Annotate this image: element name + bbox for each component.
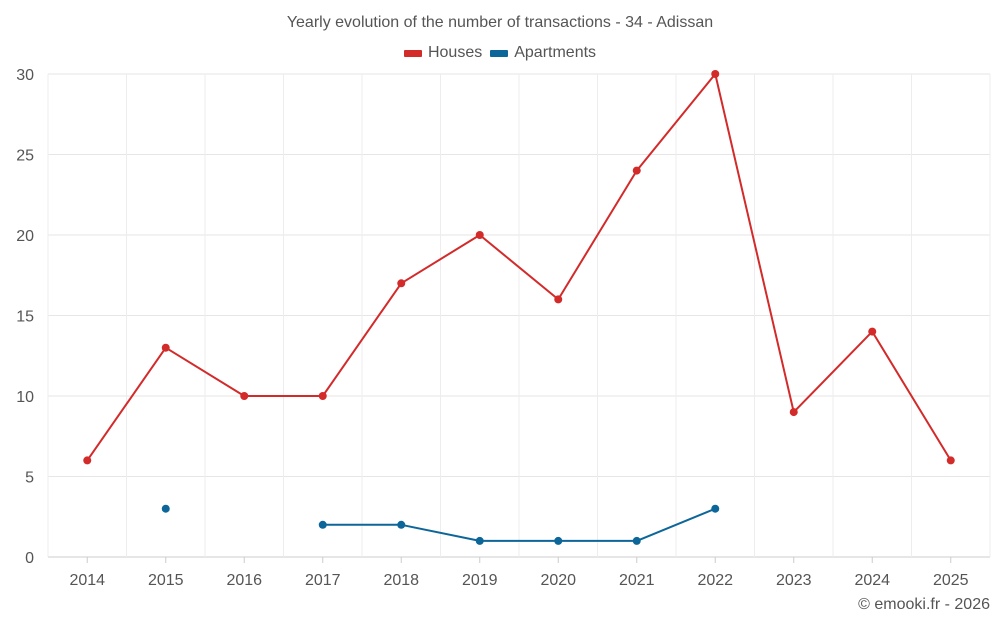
- y-tick-label: 10: [16, 389, 34, 406]
- legend-swatch-houses: [403, 49, 422, 57]
- series-line-apartments: [322, 507, 716, 542]
- x-tick-label: 2015: [148, 572, 184, 589]
- data-point-apartments: [554, 536, 563, 545]
- data-point-apartments: [632, 536, 641, 545]
- x-tick-label: 2017: [305, 572, 341, 589]
- data-point-apartments: [475, 536, 484, 545]
- y-tick-label: 0: [25, 550, 34, 567]
- data-point-apartments: [161, 504, 170, 513]
- data-point-houses: [789, 408, 798, 417]
- data-point-houses: [554, 295, 563, 304]
- x-tick-label: 2018: [383, 572, 419, 589]
- x-tick-label: 2021: [619, 572, 655, 589]
- legend-label-houses: Houses: [427, 44, 483, 61]
- legend-label-apartments: Apartments: [514, 44, 597, 61]
- chart-title: Yearly evolution of the number of transa…: [286, 14, 714, 31]
- data-point-apartments: [711, 504, 720, 513]
- grid: [47, 73, 991, 558]
- x-tick-label: 2023: [776, 572, 812, 589]
- data-point-houses: [946, 456, 955, 465]
- data-point-apartments: [318, 520, 327, 529]
- data-point-houses: [83, 456, 92, 465]
- data-point-houses: [632, 166, 641, 175]
- x-tick-label: 2022: [697, 572, 733, 589]
- data-point-houses: [868, 327, 877, 336]
- data-point-houses: [397, 279, 406, 288]
- series-apartments: [161, 504, 720, 545]
- data-point-houses: [161, 343, 170, 352]
- y-tick-label: 15: [16, 309, 34, 326]
- data-point-houses: [240, 392, 249, 400]
- series-houses: [83, 70, 955, 465]
- x-tick-label: 2025: [933, 572, 969, 589]
- x-tick-label: 2014: [69, 572, 105, 589]
- data-point-houses: [711, 70, 720, 78]
- series-line-houses: [86, 73, 952, 461]
- data-point-apartments: [397, 520, 406, 529]
- legend-item-houses[interactable]: Houses: [403, 44, 483, 62]
- x-tick-label: 2016: [226, 572, 262, 589]
- legend: Houses Apartments: [0, 44, 1000, 62]
- data-point-houses: [318, 392, 327, 400]
- y-tick-label: 25: [16, 148, 34, 165]
- y-tick-label: 20: [16, 228, 34, 245]
- series: [83, 70, 955, 545]
- copyright-text: © emooki.fr - 2026: [858, 596, 990, 613]
- x-tick-label: 2019: [462, 572, 498, 589]
- x-tick-label: 2020: [540, 572, 576, 589]
- x-tick-label: 2024: [854, 572, 890, 589]
- legend-swatch-apartments: [490, 49, 509, 57]
- y-tick-label: 5: [25, 470, 34, 487]
- data-point-houses: [475, 231, 484, 239]
- y-tick-label: 30: [16, 67, 34, 84]
- legend-item-apartments[interactable]: Apartments: [490, 44, 596, 62]
